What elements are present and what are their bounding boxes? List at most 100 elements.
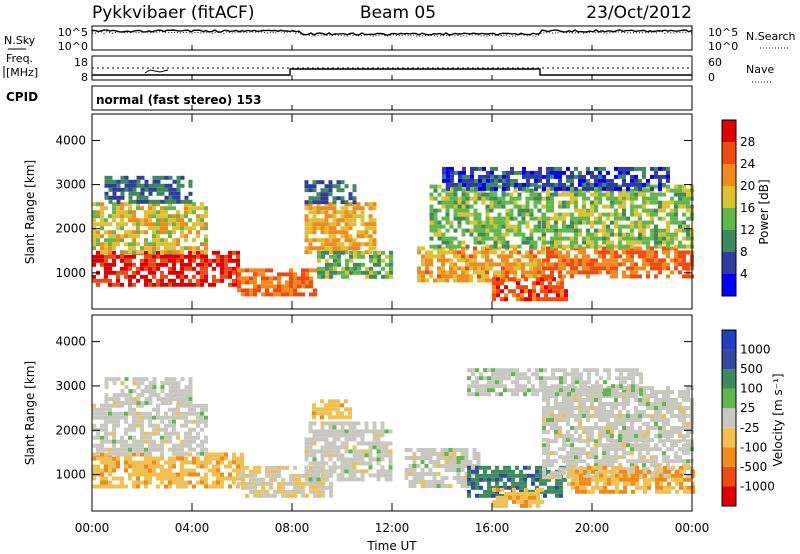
- power-cell: [212, 278, 216, 283]
- power-cell: [184, 206, 188, 211]
- power-cell: [493, 270, 497, 275]
- power-cell: [445, 236, 450, 241]
- power-cell: [610, 178, 614, 183]
- velocity-cell: [253, 489, 257, 494]
- velocity-cell: [574, 398, 578, 402]
- velocity-cell: [372, 433, 377, 438]
- power-cell: [228, 254, 232, 259]
- velocity-cell: [650, 418, 654, 422]
- velocity-cell: [550, 463, 554, 468]
- power-cell: [450, 166, 454, 171]
- velocity-cell: [558, 418, 562, 422]
- power-cell: [614, 216, 618, 221]
- power-cell: [497, 236, 502, 241]
- power-cell: [136, 278, 140, 283]
- power-cell: [594, 232, 598, 237]
- velocity-cell: [253, 485, 257, 490]
- velocity-cell: [627, 477, 631, 482]
- velocity-cell: [285, 489, 289, 494]
- velocity-cell: [587, 388, 591, 393]
- power-cell: [666, 200, 670, 205]
- power-cell: [546, 200, 550, 205]
- power-cell: [365, 266, 369, 271]
- velocity-cell: [479, 376, 483, 381]
- velocity-cell: [329, 481, 333, 486]
- power-cell: [293, 284, 297, 289]
- velocity-cell: [495, 376, 499, 381]
- velocity-cell: [164, 411, 168, 416]
- velocity-cell: [639, 485, 643, 490]
- velocity-cell: [344, 469, 349, 474]
- velocity-cell: [594, 451, 598, 456]
- velocity-cell: [475, 465, 479, 470]
- velocity-cell: [136, 419, 140, 424]
- power-cell: [124, 258, 128, 263]
- velocity-cell: [196, 464, 200, 469]
- power-cell: [682, 244, 686, 249]
- velocity-cell: [301, 485, 305, 490]
- velocity-cell: [671, 465, 675, 470]
- velocity-cell: [124, 393, 129, 398]
- power-cell: [336, 184, 341, 189]
- velocity-cell: [666, 422, 670, 426]
- power-cell: [477, 228, 482, 233]
- velocity-cell: [293, 493, 297, 498]
- velocity-cell: [164, 431, 168, 436]
- power-cell: [192, 258, 196, 263]
- velocity-cell: [249, 473, 253, 478]
- power-cell: [352, 222, 357, 227]
- power-cell: [332, 234, 337, 239]
- velocity-cell: [192, 468, 196, 473]
- power-cell: [433, 188, 438, 193]
- power-cell: [140, 195, 145, 200]
- velocity-cell: [184, 439, 188, 444]
- power-cell: [269, 276, 273, 281]
- velocity-cell: [128, 464, 132, 469]
- power-cell: [686, 274, 690, 279]
- power-cell: [453, 250, 457, 255]
- power-cell: [344, 206, 349, 211]
- power-cell: [642, 182, 646, 187]
- velocity-cell: [132, 460, 136, 465]
- power-cell: [489, 196, 494, 201]
- velocity-cell: [156, 484, 160, 489]
- power-cell: [245, 268, 249, 273]
- power-cell: [445, 278, 449, 283]
- velocity-cell: [308, 453, 313, 458]
- power-cell: [353, 250, 357, 255]
- velocity-cell: [269, 485, 273, 490]
- velocity-cell: [595, 485, 599, 490]
- power-cell: [184, 274, 188, 279]
- power-cell: [517, 262, 521, 267]
- power-cell: [92, 274, 96, 279]
- velocity-cell: [416, 472, 421, 476]
- velocity-cell: [508, 491, 512, 496]
- power-cell: [128, 230, 132, 235]
- velocity-cell: [643, 477, 647, 482]
- power-cell: [304, 188, 309, 193]
- power-cell: [124, 250, 128, 255]
- power-cell: [92, 210, 96, 215]
- velocity-cell: [499, 477, 503, 482]
- velocity-cell: [108, 439, 112, 444]
- power-cell: [473, 250, 477, 255]
- velocity-cell: [92, 423, 96, 428]
- velocity-cell: [590, 434, 594, 438]
- power-cell: [453, 274, 457, 279]
- velocity-cell: [196, 460, 200, 465]
- velocity-cell: [587, 469, 591, 474]
- velocity-cell: [591, 388, 595, 393]
- power-cell: [200, 270, 204, 275]
- power-cell: [108, 183, 113, 188]
- velocity-cell: [321, 489, 325, 494]
- velocity-cell: [136, 447, 140, 452]
- power-cell: [558, 240, 562, 245]
- power-cell: [654, 228, 658, 233]
- velocity-cell: [388, 429, 393, 434]
- velocity-cell: [662, 439, 666, 444]
- velocity-cell: [566, 406, 570, 410]
- power-cell: [654, 184, 658, 189]
- power-cell: [666, 244, 670, 249]
- velocity-cell: [594, 414, 598, 418]
- velocity-cell: [687, 489, 691, 494]
